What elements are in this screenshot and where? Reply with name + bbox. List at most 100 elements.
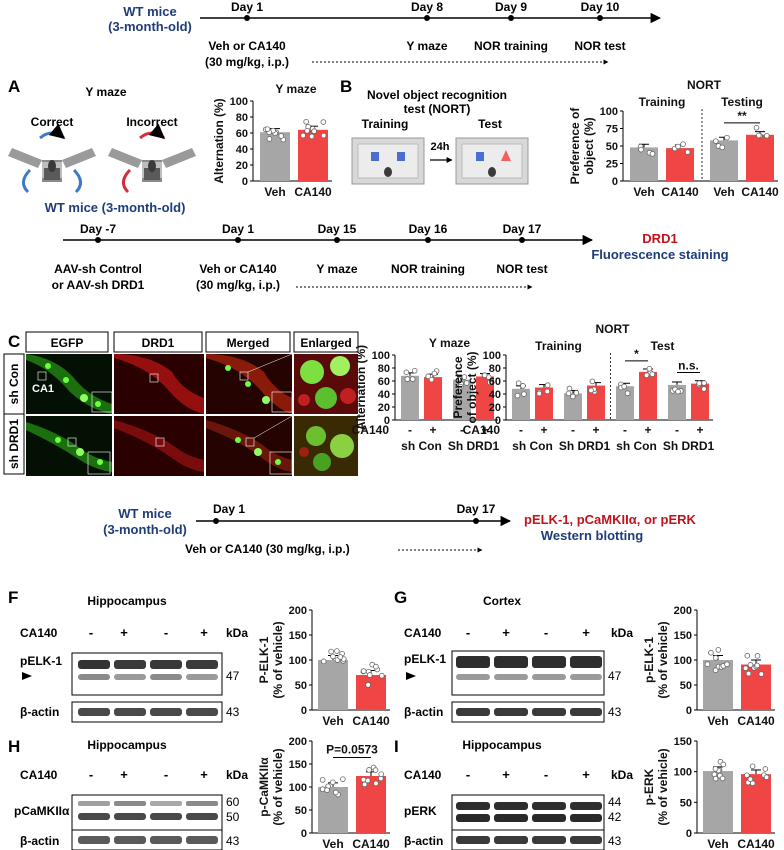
data-point: [373, 663, 379, 670]
data-point: [264, 126, 271, 132]
y-axis-label: p-ELK-1: [642, 637, 656, 683]
x-tick-label: Veh: [264, 185, 285, 199]
data-point: [680, 141, 686, 147]
bar: [318, 787, 348, 833]
treatment-label: CA140: [352, 423, 390, 437]
blot-region: Hippocampus: [462, 738, 542, 752]
data-point: [749, 763, 756, 770]
timeline1-subject-1: WT mice: [123, 4, 176, 19]
x-tick-label: CA140: [352, 837, 390, 850]
data-point: [565, 390, 572, 397]
bar: [703, 771, 733, 833]
data-point: [428, 376, 435, 383]
band-label: pELK-1: [20, 654, 62, 668]
blot-sign: -: [544, 767, 548, 782]
data-point: [333, 789, 339, 796]
data-point: [360, 668, 367, 674]
region-label: CA1: [32, 383, 54, 395]
blot-treatment-label: CA140: [20, 626, 58, 640]
kda-marker: 47: [226, 669, 240, 683]
y-axis-label: Alternation (%): [354, 345, 368, 430]
blot-frame: [71, 701, 223, 723]
x-tick-sign: +: [429, 423, 436, 437]
blot-h: H Hippocampus CA140 - + - + kDa pCaMKIIα…: [8, 737, 248, 850]
data-point: [373, 780, 379, 787]
data-point: [366, 767, 372, 773]
y-maze-incorrect-illustration: [108, 123, 196, 194]
panel-letter: I: [394, 737, 399, 756]
panel-letter: G: [394, 588, 407, 607]
timeline1-dose: (30 mg/kg, i.p.): [205, 55, 289, 69]
data-point: [570, 393, 576, 400]
data-point: [337, 654, 344, 660]
data-point: [684, 149, 691, 155]
timeline2-tick: [519, 237, 525, 243]
data-point: [701, 386, 707, 392]
data-point: [754, 662, 760, 669]
data-point: [520, 383, 526, 389]
data-point: [463, 380, 470, 386]
timeline3-subject-1: WT mice: [118, 506, 171, 521]
panel-a: A Y maze Correct Incorrect: [8, 77, 196, 194]
data-point: [763, 132, 770, 139]
x-tick-label: CA140: [661, 185, 699, 199]
group-label: Training: [639, 95, 686, 109]
band-label: β-actin: [20, 705, 59, 719]
blot-treatment-label: CA140: [20, 768, 58, 782]
y-tick-label: 100: [674, 767, 692, 779]
bar: [616, 386, 634, 420]
band-label: pCaMKIIα: [14, 804, 70, 818]
blot-treatment-label: CA140: [404, 768, 442, 782]
y-tick-label: 80: [378, 363, 390, 375]
y-tick-label: 40: [378, 389, 390, 401]
data-point: [411, 367, 418, 374]
chart-F_pelk1: 0 50 100 150 200 Veh CA140 P-ELK-1 (% of vehicle…: [257, 605, 390, 728]
data-point: [544, 382, 551, 389]
image-column-headers: EGFP DRD1 Merged Enlarged: [25, 331, 359, 353]
blot-sign: +: [200, 767, 208, 782]
y-axis-label: object (%): [582, 117, 596, 174]
blot-treatment-label: CA140: [404, 626, 442, 640]
data-point: [409, 376, 416, 382]
y-tick-label: 75: [606, 124, 618, 136]
y-tick-label: 100: [674, 655, 692, 667]
blot-f: F Hippocampus CA140 - + - + kDa pELK-1 β…: [8, 588, 248, 723]
x-tick-label: Veh: [707, 714, 728, 728]
blot-region: Hippocampus: [87, 738, 167, 752]
bar: [741, 664, 771, 710]
egfp-image-shdrd1: [26, 416, 112, 476]
panel-b-title-2: test (NORT): [404, 102, 471, 116]
band-label: β-actin: [404, 834, 443, 848]
blot-g: G Cortex CA140 - + - + kDa pELK-1 β-acti…: [394, 588, 633, 723]
y-tick-label: 50: [680, 797, 692, 809]
data-point: [360, 776, 367, 783]
timeline1-tick: [424, 15, 430, 21]
bar: [668, 384, 686, 420]
y-tick-label: 0: [384, 415, 390, 427]
data-point: [719, 775, 726, 782]
y-tick-label: 60: [378, 376, 390, 388]
timeline1-tick: [597, 15, 603, 21]
x-tick-label: CA140: [737, 714, 775, 728]
timeline3-outcome-1: pELK-1, pCaMKIIα, or pERK: [524, 512, 697, 527]
data-point: [278, 133, 284, 139]
data-point: [675, 143, 681, 150]
timeline3-tick: [473, 518, 479, 524]
data-point: [712, 655, 719, 661]
aav-label-1: AAV-sh Control: [54, 262, 142, 276]
blot-sign: +: [120, 767, 128, 782]
blot-sign: +: [120, 625, 128, 640]
timeline3-outcome-2: Western blotting: [541, 528, 643, 543]
bar: [356, 775, 386, 833]
timeline2-event: NOR test: [496, 262, 547, 276]
data-point: [404, 376, 411, 382]
treatment-label: CA140: [463, 423, 501, 437]
enlarged-image-shcon: [294, 354, 358, 414]
group-label: Training: [535, 339, 582, 353]
aav-label-2: or AAV-sh DRD1: [52, 278, 145, 292]
timeline1-event: Veh or CA140: [208, 39, 286, 53]
data-point: [763, 774, 770, 781]
y-axis-label: P-ELK-1: [257, 636, 271, 683]
